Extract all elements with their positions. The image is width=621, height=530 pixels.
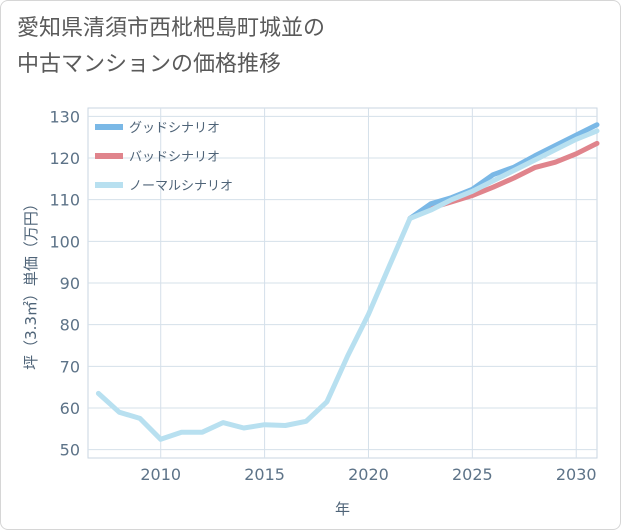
- y-tick-label-50: 50: [60, 441, 80, 460]
- chart-title-line-1: 愛知県清須市西枇杷島町城並の: [17, 16, 326, 41]
- chart-title-line-2: 中古マンションの価格推移: [17, 52, 282, 77]
- x-tick-label-2025: 2025: [452, 465, 493, 484]
- axes: 50 60 70 80 90 100 110 120 130 2010 2015 2020 2025 20…: [49, 107, 596, 484]
- x-tick-label-2015: 2015: [244, 465, 285, 484]
- legend-label-2: バッドシナリオ: [129, 150, 220, 165]
- y-tick-label-60: 60: [60, 399, 80, 418]
- series-line-3: [95, 128, 600, 442]
- chart-title: 愛知県清須市西枇杷島町城並の 中古マンションの価格推移: [17, 11, 607, 83]
- legend-label-3: ノーマルシナリオ: [129, 179, 233, 194]
- series-line-1: [407, 122, 600, 221]
- y-tick-label-70: 70: [60, 357, 80, 376]
- y-tick-label-110: 110: [49, 191, 80, 210]
- y-axis-label: 坪（3.3㎡）単価（万円）: [22, 196, 40, 370]
- legend-label-1: グッドシナリオ: [129, 121, 220, 136]
- x-tick-label-2020: 2020: [348, 465, 389, 484]
- y-tick-label-100: 100: [49, 232, 80, 251]
- grid: [87, 107, 598, 459]
- y-tick-label-130: 130: [49, 107, 80, 126]
- y-tick-label-120: 120: [49, 149, 80, 168]
- x-tick-label-2010: 2010: [140, 465, 181, 484]
- y-tick-label-80: 80: [60, 316, 80, 335]
- x-axis-label: 年: [335, 500, 350, 518]
- y-tick-label-90: 90: [60, 274, 80, 293]
- x-tick-label-2030: 2030: [556, 465, 597, 484]
- series-lines: [95, 122, 600, 442]
